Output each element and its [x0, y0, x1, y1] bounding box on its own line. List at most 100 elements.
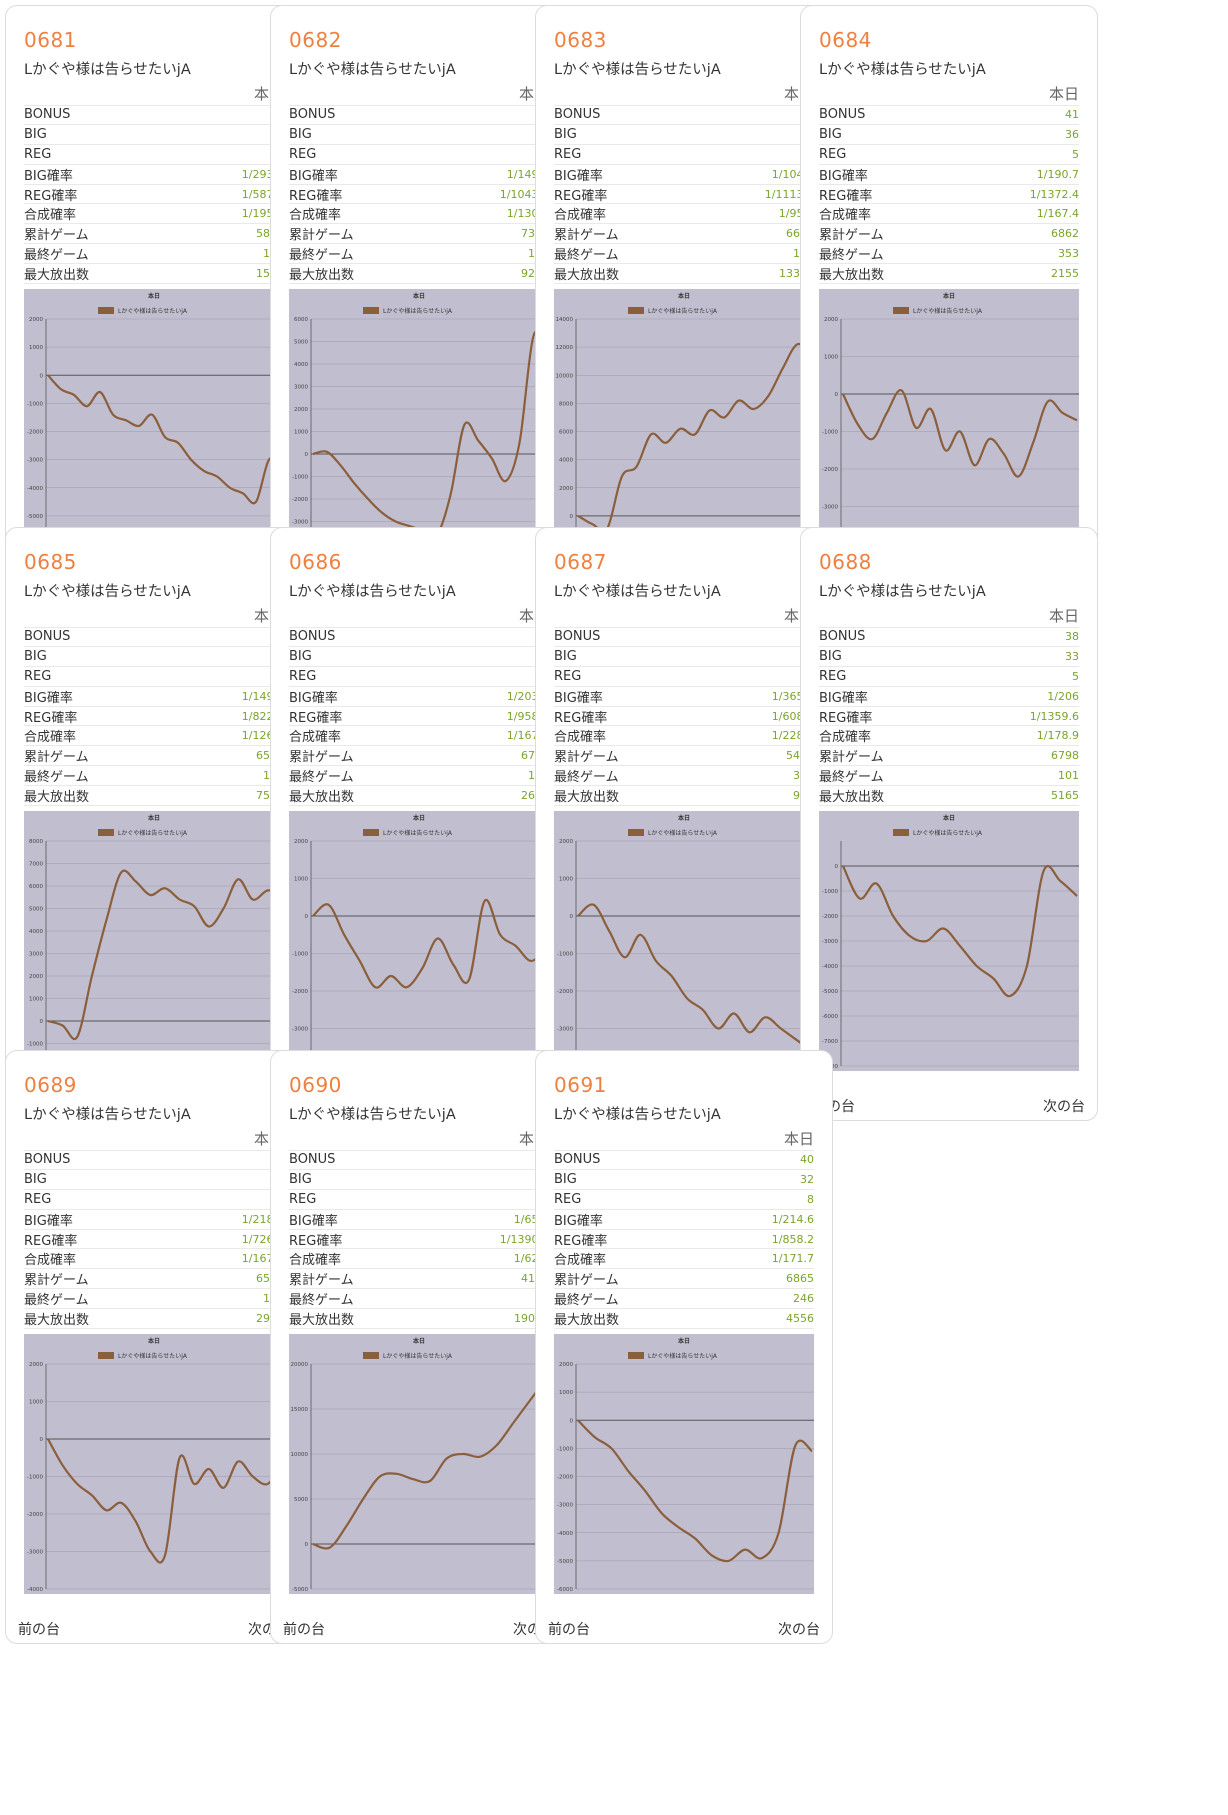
- stat-label: REG: [819, 668, 847, 684]
- machine-number[interactable]: 0689: [24, 1073, 77, 1097]
- legend-swatch: [893, 829, 909, 836]
- machine-number[interactable]: 0681: [24, 28, 77, 52]
- stat-row: REG確率 1/822.3: [24, 707, 284, 727]
- next-machine-link[interactable]: 次の台: [1043, 1099, 1085, 1115]
- stat-label: 累計ゲーム: [289, 228, 354, 244]
- y-tick-label: -2000: [822, 914, 838, 920]
- machine-card: 0690 Lかぐや様は告らせたいjA 本日 BONUS67BIG64REG3BI…: [270, 1050, 568, 1644]
- machine-name: Lかぐや様は告らせたいjA: [289, 584, 456, 600]
- y-tick-label: -1000: [292, 952, 308, 958]
- stat-row: REG 8: [554, 1190, 814, 1210]
- graph-title: 本日: [943, 292, 955, 300]
- y-tick-label: -4000: [822, 964, 838, 970]
- day-label: 本日: [1048, 85, 1079, 103]
- graph-title: 本日: [413, 1337, 425, 1345]
- stat-row: 合成確率 1/171.7: [554, 1249, 814, 1270]
- stat-row: BIG64: [554, 125, 814, 145]
- stat-row: 最大放出数904: [554, 786, 814, 807]
- machine-number[interactable]: 0690: [289, 1073, 342, 1097]
- y-tick-label: 1000: [294, 430, 308, 436]
- stats-table: BONUS 41 BIG 36 REG 5 BIG確率 1/190.7 REG確率 1/1372.…: [819, 105, 1079, 285]
- stat-value: 6798: [1051, 749, 1079, 763]
- stat-label: BIG: [289, 126, 312, 142]
- stat-label: BIG確率: [24, 168, 73, 184]
- y-tick-label: -2000: [557, 1475, 573, 1481]
- stat-row: 最終ゲーム105: [289, 244, 549, 265]
- stat-value: 1/858.2: [771, 1232, 814, 1246]
- y-tick-label: 1000: [294, 877, 308, 883]
- stat-label: 最終ゲーム: [24, 248, 89, 264]
- stat-value: 1/206: [1047, 689, 1079, 703]
- machine-card: 0682 Lかぐや様は告らせたいjA 本日 BONUS56BIG49REG7BI…: [270, 5, 568, 599]
- machine-number[interactable]: 0683: [554, 28, 607, 52]
- graph-background: [819, 289, 1079, 549]
- y-tick-label: 5000: [294, 340, 308, 346]
- stat-label: 最終ゲーム: [819, 248, 884, 264]
- stat-label: 合成確率: [819, 208, 872, 224]
- stat-label: BIG: [554, 648, 577, 664]
- stat-row: 最終ゲーム172: [24, 1289, 284, 1310]
- stat-label: BIG: [289, 1171, 312, 1187]
- stat-value: 1/214.6: [771, 1212, 814, 1226]
- stat-value: 1/1372.4: [1029, 187, 1079, 201]
- stat-row: 合成確率 1/95.5: [554, 204, 814, 225]
- stat-label: BONUS: [819, 107, 866, 123]
- machine-number[interactable]: 0691: [554, 1073, 607, 1097]
- prev-machine-link[interactable]: 前の台: [548, 1622, 590, 1638]
- stat-value: 101: [1058, 769, 1079, 783]
- stat-row: 最終ゲーム0: [289, 1289, 549, 1310]
- stat-label: REG確率: [289, 1233, 343, 1249]
- y-tick-label: 10000: [291, 1452, 309, 1458]
- machine-card: 0688 Lかぐや様は告らせたいjA 本日 BONUS 38 BIG 33 REG 5 BI…: [800, 527, 1098, 1121]
- series-line: [842, 389, 1078, 478]
- y-tick-label: -2000: [557, 989, 573, 995]
- stat-row: BONUS 40: [554, 1150, 814, 1170]
- stat-row: BONUS70: [554, 105, 814, 125]
- machine-number[interactable]: 0688: [819, 550, 872, 574]
- stats-table: BONUS39BIG30REG9BIG確率1/218.1REG確率1/726.9…: [24, 1150, 284, 1330]
- machine-name: Lかぐや様は告らせたいjA: [24, 584, 191, 600]
- y-tick-label: 6000: [29, 884, 43, 890]
- legend-swatch: [893, 307, 909, 314]
- y-tick-label: -2000: [822, 467, 838, 473]
- stat-label: 最終ゲーム: [554, 248, 619, 264]
- stat-row: 最大放出数 4556: [554, 1309, 814, 1330]
- y-tick-label: 1000: [559, 877, 573, 883]
- stat-label: BIG: [24, 126, 47, 142]
- graph-title: 本日: [148, 814, 160, 822]
- stat-row: 最終ゲーム145: [24, 244, 284, 265]
- stat-label: 合成確率: [289, 730, 342, 746]
- stat-row: REG確率 1/587.3: [24, 185, 284, 205]
- machine-number[interactable]: 0685: [24, 550, 77, 574]
- stat-label: BONUS: [554, 107, 601, 123]
- y-tick-label: 15000: [291, 1407, 309, 1413]
- stat-row: REG確率 1/1043.6: [289, 185, 549, 205]
- machine-card: 0683 Lかぐや様は告らせたいjA 本日 BONUS70BIG64REG6BI…: [535, 5, 833, 599]
- slump-graph: 本日Lかぐや様は告らせたいjA200010000-1000-2000-3000-…: [819, 289, 1079, 549]
- next-machine-link[interactable]: 次の台: [778, 1622, 820, 1638]
- prev-machine-link[interactable]: 前の台: [18, 1622, 60, 1638]
- machine-number[interactable]: 0682: [289, 28, 342, 52]
- stat-label: REG: [819, 146, 847, 162]
- stat-row: 合成確率 1/167.8: [289, 726, 549, 747]
- prev-machine-link[interactable]: 前の台: [283, 1622, 325, 1638]
- graph-title: 本日: [148, 1337, 160, 1345]
- stat-row: 合成確率 1/62.3: [289, 1249, 549, 1270]
- machine-number[interactable]: 0687: [554, 550, 607, 574]
- machine-name: Lかぐや様は告らせたいjA: [289, 1107, 456, 1123]
- stat-row: REG確率 1/1359.6: [819, 707, 1079, 727]
- stat-label: BIG確率: [819, 690, 868, 706]
- y-tick-label: 0: [835, 392, 839, 398]
- stat-label: BIG確率: [554, 1213, 603, 1229]
- stat-label: BONUS: [289, 629, 336, 645]
- stat-row: BONUS52: [24, 627, 284, 647]
- stat-row: REG10: [24, 145, 284, 165]
- stat-row: 合成確率 1/126.5: [24, 726, 284, 747]
- machine-number[interactable]: 0684: [819, 28, 872, 52]
- stat-label: BIG確率: [554, 690, 603, 706]
- machine-number[interactable]: 0686: [289, 550, 342, 574]
- stat-label: 最終ゲーム: [819, 770, 884, 786]
- y-tick-label: 3000: [294, 385, 308, 391]
- stat-row: 累計ゲーム 6865: [554, 1269, 814, 1290]
- stat-row: BIG確率 1/65.2: [289, 1210, 549, 1230]
